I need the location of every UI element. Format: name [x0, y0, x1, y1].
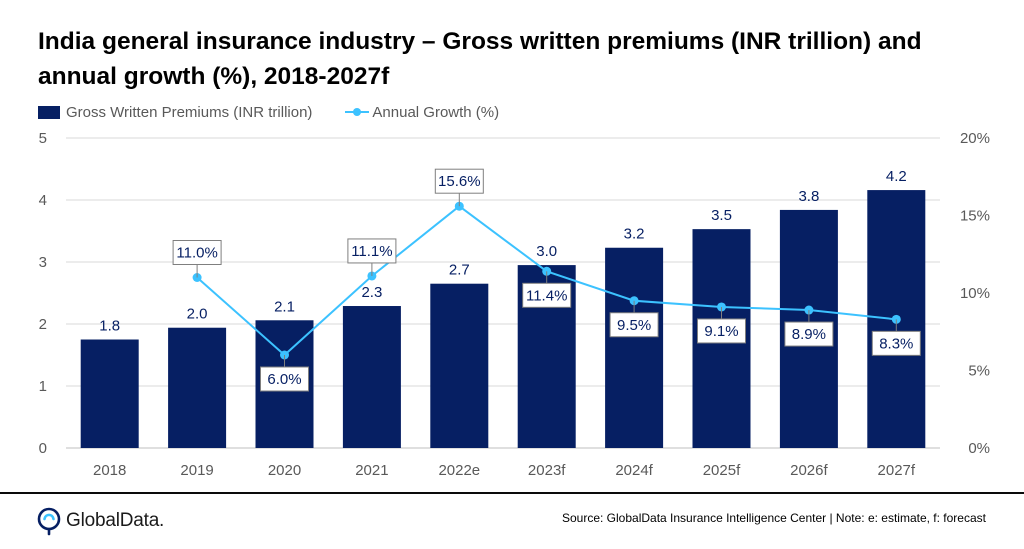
- bar-value-label: 4.2: [886, 168, 907, 185]
- x-tick-label: 2022e: [438, 462, 480, 479]
- y-tick-label: 5: [39, 130, 47, 147]
- x-tick-label: 2024f: [615, 462, 653, 479]
- x-tick-label: 2027f: [878, 462, 916, 479]
- growth-value-label: 11.4%: [526, 287, 567, 304]
- footer-divider: [0, 492, 1024, 494]
- globaldata-logo-icon: [37, 507, 61, 536]
- legend-item-growth: Annual Growth (%): [345, 104, 499, 121]
- bar-value-label: 2.3: [361, 284, 382, 301]
- chart-legend: Gross Written Premiums (INR trillion) An…: [38, 100, 532, 124]
- growth-label-box: [609, 312, 659, 338]
- y2-tick-label: 20%: [960, 130, 990, 147]
- legend-label-growth: Annual Growth (%): [372, 103, 500, 121]
- y-tick-label: 4: [39, 192, 47, 209]
- x-tick-label: 2020: [268, 462, 301, 479]
- globaldata-logo: GlobalData.: [36, 505, 164, 537]
- growth-value-label: 11.0%: [176, 245, 217, 262]
- growth-label-box: [260, 366, 309, 392]
- brand-name: GlobalData.: [66, 510, 165, 531]
- bar-value-label: 2.7: [449, 262, 470, 279]
- bar-value-label: 2.0: [187, 306, 208, 323]
- bar-value-label: 2.1: [274, 298, 295, 315]
- y2-tick-label: 10%: [960, 285, 990, 302]
- bar-value-label: 3.2: [624, 226, 645, 243]
- growth-label-box: [434, 168, 484, 194]
- bar: [430, 283, 489, 448]
- bar-value-label: 3.0: [536, 243, 557, 260]
- y-tick-label: 1: [39, 378, 47, 395]
- x-tick-label: 2018: [93, 462, 126, 479]
- bar-value-label: 3.8: [798, 188, 819, 205]
- y-tick-label: 2: [39, 316, 47, 333]
- x-tick-label: 2019: [180, 462, 213, 479]
- growth-value-label: 9.5%: [617, 317, 651, 334]
- legend-item-premiums: Gross Written Premiums (INR trillion): [38, 104, 312, 121]
- bar: [168, 327, 227, 448]
- x-tick-label: 2025f: [703, 462, 741, 479]
- growth-value-label: 15.6%: [438, 173, 481, 190]
- growth-label-box: [697, 318, 746, 344]
- y2-tick-label: 15%: [960, 208, 990, 225]
- bar: [605, 247, 664, 448]
- growth-value-label: 11.1%: [351, 243, 392, 260]
- growth-value-label: 8.3%: [879, 335, 913, 352]
- growth-label-box: [347, 238, 397, 264]
- y2-tick-label: 0%: [968, 440, 990, 457]
- bar-value-label: 3.5: [711, 207, 732, 224]
- growth-label-box: [784, 321, 834, 347]
- bar: [80, 339, 139, 448]
- bar-value-label: 1.8: [99, 318, 120, 335]
- bar: [342, 306, 401, 448]
- y2-tick-label: 5%: [968, 363, 990, 380]
- growth-label-box: [172, 240, 222, 265]
- y-tick-label: 0: [39, 440, 47, 457]
- source-note: Source: GlobalData Insurance Intelligenc…: [561, 511, 986, 525]
- growth-label-box: [871, 330, 921, 356]
- y-tick-label: 3: [39, 254, 47, 271]
- x-tick-label: 2023f: [528, 462, 566, 479]
- x-tick-label: 2021: [355, 462, 388, 479]
- growth-value-label: 8.9%: [792, 326, 826, 343]
- legend-label-premiums: Gross Written Premiums (INR trillion): [66, 103, 313, 121]
- growth-value-label: 9.1%: [704, 323, 738, 340]
- growth-value-label: 6.0%: [267, 371, 301, 388]
- legend-swatch-line: [345, 106, 370, 118]
- x-tick-label: 2026f: [790, 462, 828, 479]
- growth-label-box: [522, 282, 572, 308]
- legend-swatch-bar: [38, 105, 60, 119]
- chart-title: India general insurance industry – Gross…: [38, 28, 922, 90]
